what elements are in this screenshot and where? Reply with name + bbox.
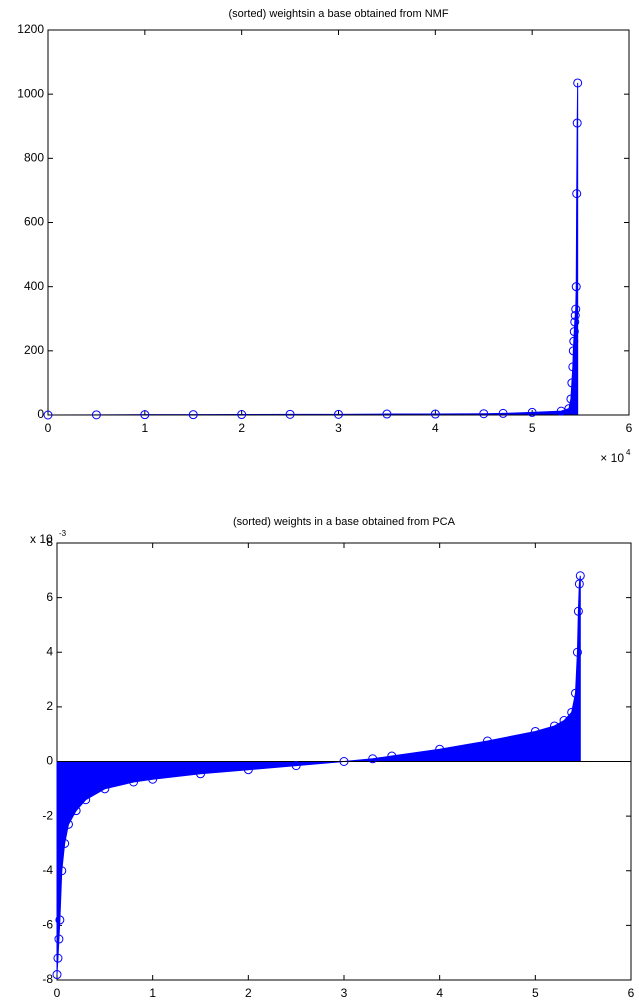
- stem-marker: [569, 327, 579, 337]
- stem-marker: [572, 189, 582, 199]
- x-tick-label: 6: [628, 986, 635, 1000]
- stem-marker: [530, 726, 540, 736]
- stem-marker: [498, 408, 508, 418]
- stem-marker: [81, 795, 91, 805]
- plot-area: [47, 29, 630, 416]
- stem-marker: [91, 410, 101, 420]
- y-tick-label: 800: [24, 151, 44, 165]
- stem-marker: [148, 774, 158, 784]
- stem-marker: [573, 606, 583, 616]
- y-tick-label: 0: [37, 407, 44, 421]
- y-tick-label: 1000: [17, 86, 44, 100]
- stem-marker: [188, 410, 198, 420]
- stem-marker: [559, 716, 569, 726]
- x-multiplier: × 10: [600, 451, 624, 465]
- y-tick-label: 1200: [17, 22, 44, 36]
- stem-marker: [243, 765, 253, 775]
- x-tick-label: 1: [149, 986, 156, 1000]
- stem-marker: [568, 362, 578, 372]
- y-tick-label: 2: [46, 699, 53, 713]
- stem-marker: [571, 688, 581, 698]
- chart-title: (sorted) weights in a base obtained from…: [233, 516, 456, 528]
- stem-marker: [570, 311, 580, 321]
- x-tick-label: 5: [529, 421, 536, 435]
- y-tick-label: -2: [42, 808, 53, 822]
- y-tick-label: -6: [42, 918, 53, 932]
- y-tick-label: -4: [42, 863, 53, 877]
- stem-marker: [291, 761, 301, 771]
- x-tick-label: 3: [335, 421, 342, 435]
- stem-marker: [573, 78, 583, 88]
- stem-marker: [71, 806, 81, 816]
- stem-marker: [52, 970, 62, 980]
- stem-marker: [368, 754, 378, 764]
- stem-marker: [129, 777, 139, 787]
- stem-marker: [387, 751, 397, 761]
- chart-title: (sorted) weightsin a base obtained from …: [228, 8, 448, 20]
- stem-marker: [435, 744, 445, 754]
- x-tick-label: 4: [432, 421, 439, 435]
- stem-marker: [339, 757, 349, 766]
- y-tick-label: 600: [24, 215, 44, 229]
- stem-marker: [54, 934, 64, 944]
- stem-marker: [55, 915, 65, 925]
- stem-marker: [567, 707, 577, 717]
- stem-marker: [479, 409, 489, 419]
- stem-marker: [567, 378, 577, 388]
- x-tick-label: 0: [54, 986, 61, 1000]
- stem-marker: [549, 721, 559, 731]
- stem-marker: [564, 404, 574, 414]
- y-tick-label: 200: [24, 343, 44, 357]
- stem-marker: [568, 346, 578, 356]
- stem-marker: [100, 784, 110, 794]
- stem-marker: [60, 838, 70, 848]
- stem-marker: [483, 736, 492, 746]
- stem-marker: [572, 647, 582, 657]
- stem-marker: [569, 336, 579, 346]
- x-tick-label: 3: [341, 986, 348, 1000]
- stem-marker: [527, 407, 537, 417]
- stem-marker: [237, 410, 247, 420]
- x-tick-label: 5: [532, 986, 539, 1000]
- stem-marker: [57, 866, 67, 876]
- y-tick-label: 4: [46, 644, 53, 658]
- y-tick-label: 8: [46, 535, 53, 549]
- x-tick-label: 4: [436, 986, 443, 1000]
- stem-marker: [571, 304, 581, 314]
- stem-marker: [196, 769, 205, 779]
- y-tick-label: 6: [46, 590, 53, 604]
- y-tick-label: 0: [46, 754, 53, 768]
- stem-marker: [430, 409, 440, 419]
- stem-marker: [566, 394, 576, 404]
- stem-marker: [575, 571, 585, 581]
- x-tick-label: 2: [245, 986, 252, 1000]
- stem-marker: [571, 282, 581, 292]
- stem-marker: [63, 819, 73, 829]
- y-tick-label: 400: [24, 279, 44, 293]
- stem-marker: [334, 409, 343, 419]
- stem-area: [47, 82, 579, 416]
- stem-marker: [43, 410, 53, 420]
- stem-marker: [570, 317, 580, 327]
- stem-area: [56, 575, 581, 975]
- y-multiplier: x 10: [30, 532, 53, 546]
- y-tick-label: -8: [42, 972, 53, 986]
- x-tick-label: 0: [45, 421, 52, 435]
- stem-marker: [382, 409, 392, 419]
- x-tick-label: 2: [238, 421, 245, 435]
- x-tick-label: 6: [626, 421, 633, 435]
- x-tick-label: 1: [141, 421, 148, 435]
- stem-marker: [53, 953, 63, 963]
- stem-marker: [140, 410, 150, 420]
- stem-marker: [556, 406, 566, 416]
- stem-marker: [572, 118, 582, 128]
- y-multiplier-exp: -3: [59, 529, 67, 538]
- x-multiplier-exp: 4: [626, 448, 631, 457]
- stem-marker: [285, 409, 295, 419]
